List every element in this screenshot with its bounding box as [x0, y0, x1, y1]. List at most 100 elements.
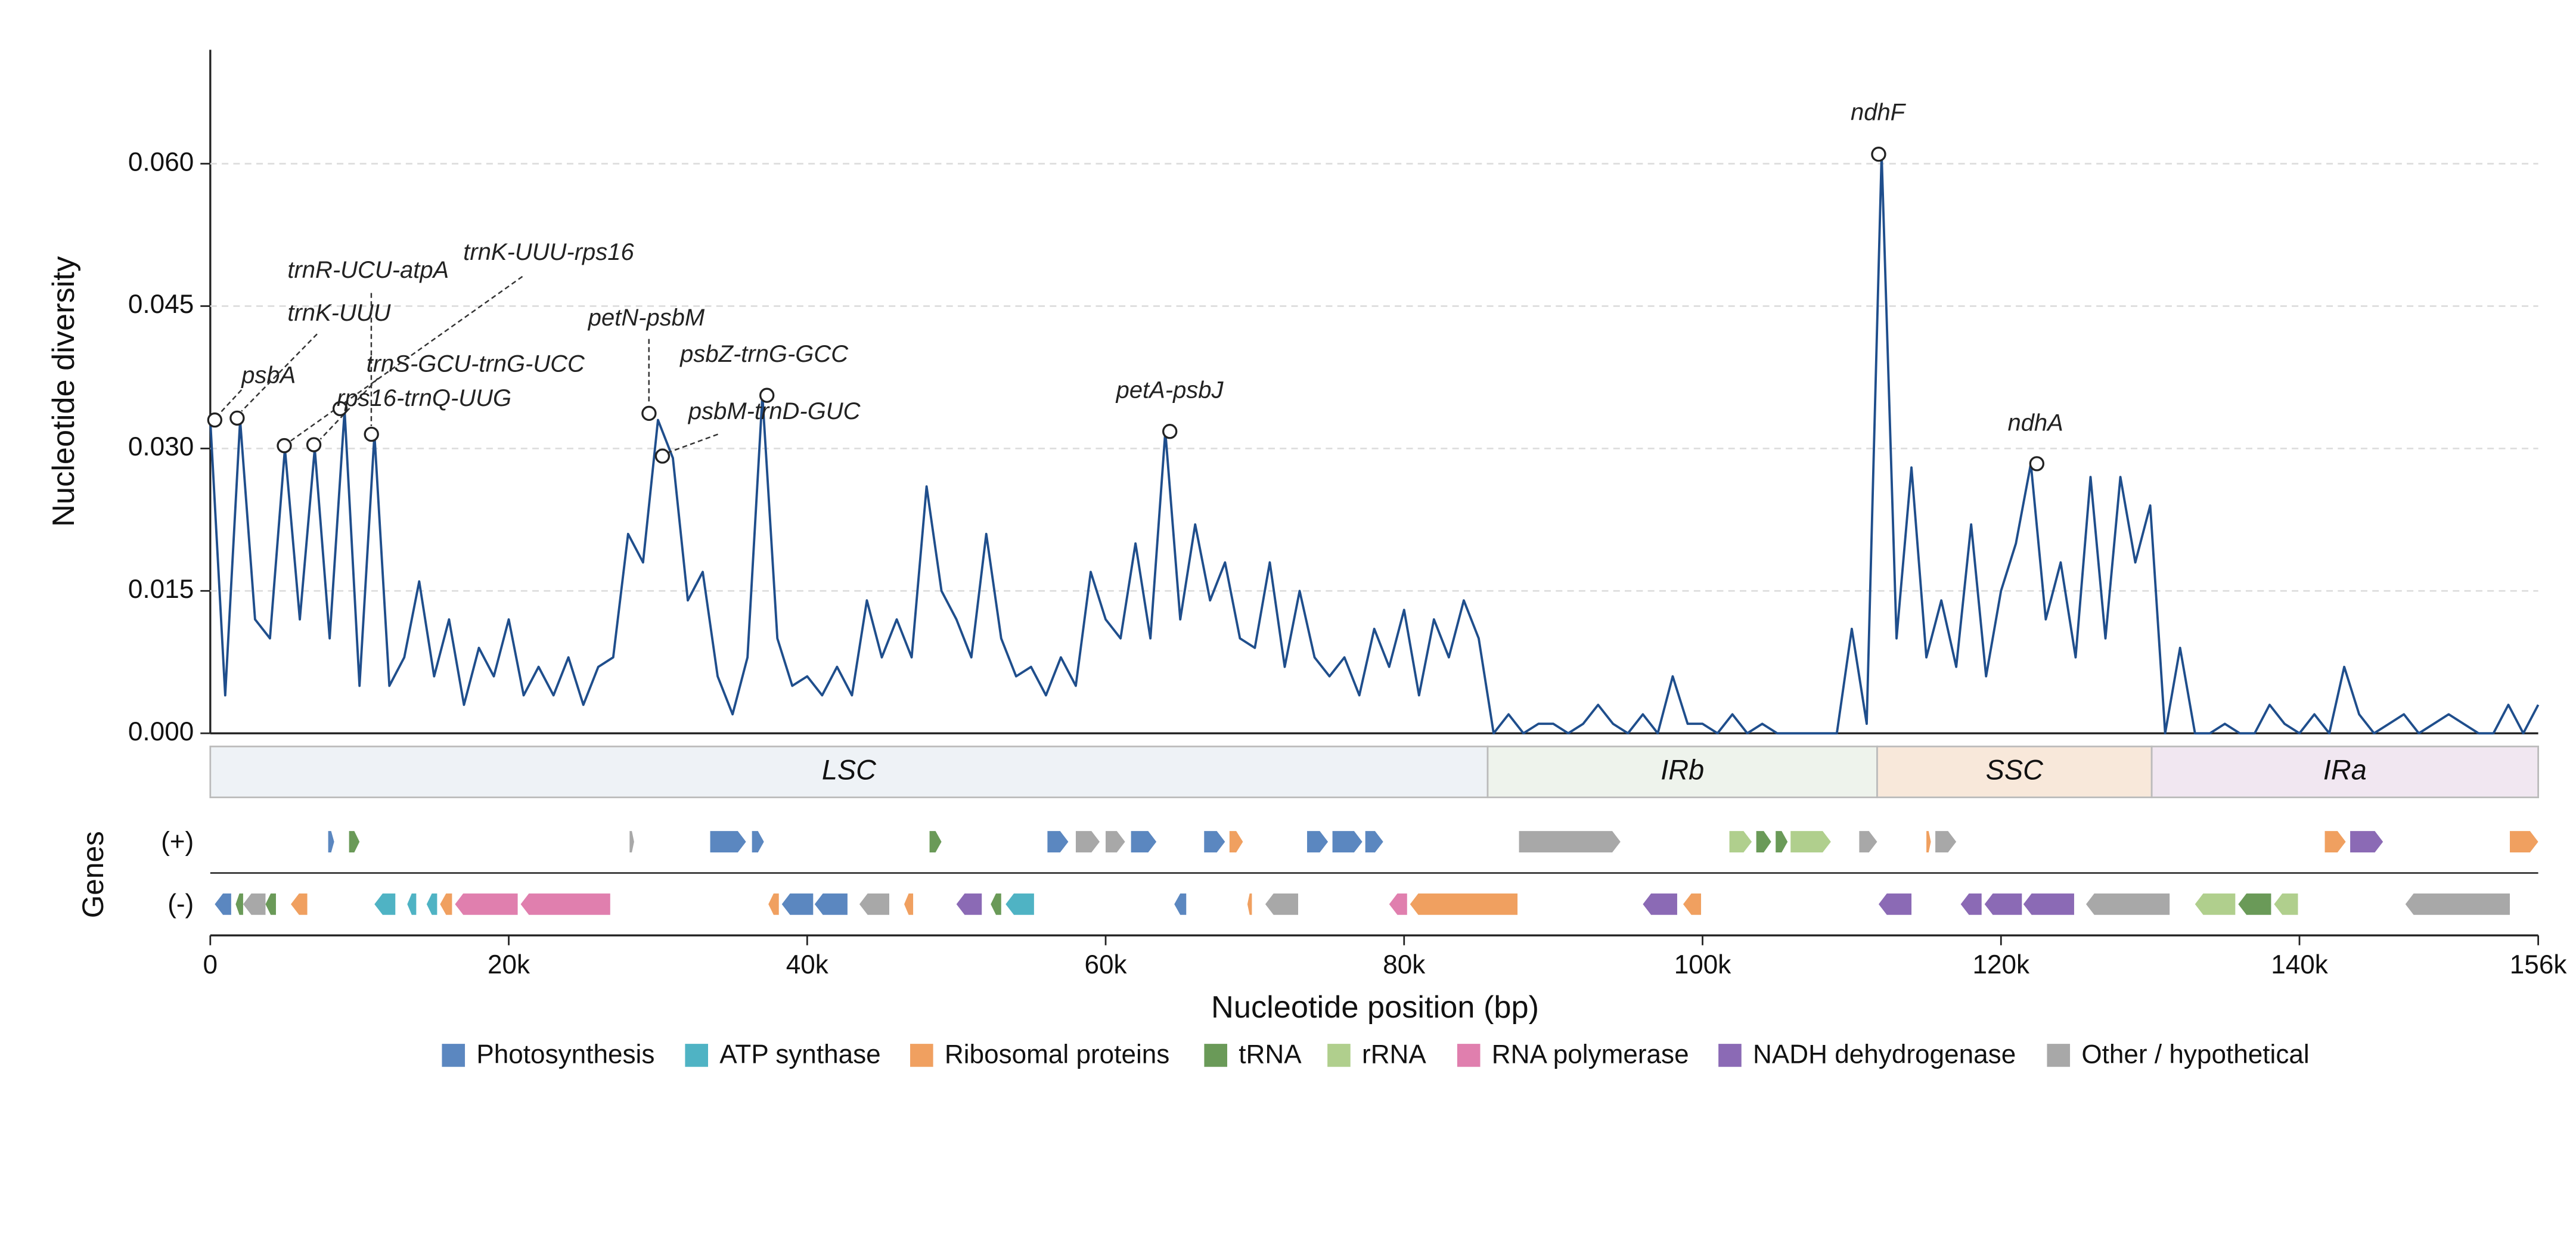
gene [1389, 893, 1407, 915]
strand-label: (-) [167, 889, 194, 919]
leader-line [241, 333, 318, 412]
gene [349, 831, 360, 853]
x-tick-label: 140k [2271, 950, 2329, 979]
annotation-label: ndhA [2007, 410, 2063, 436]
legend-swatch [910, 1044, 933, 1067]
gene [1935, 831, 1957, 853]
gene [1984, 893, 2022, 915]
region-label: LSC [822, 754, 877, 785]
gene [929, 831, 942, 853]
gene [328, 831, 334, 853]
gene [2195, 893, 2236, 915]
region-label: SSC [1986, 754, 2044, 785]
leader-line [290, 275, 523, 442]
gene [1047, 831, 1069, 853]
annotation-label: trnS-GCU-trnG-UCC [367, 351, 585, 377]
gene [1307, 831, 1329, 853]
annotation-point [332, 401, 348, 417]
region-label: IRa [2323, 754, 2367, 785]
gene [1265, 893, 1299, 915]
region [1486, 745, 1878, 799]
gene [1519, 831, 1621, 853]
gene [1776, 831, 1788, 853]
gene [2274, 893, 2298, 915]
gene [2350, 831, 2383, 853]
diversity-line [209, 153, 2540, 735]
annotation-point [759, 387, 775, 403]
gene [768, 893, 779, 915]
annotation-label: petN-psbM [588, 305, 705, 331]
y-tick-label: 0.030 [128, 432, 194, 461]
annotation-label: psbZ-trnG-GCC [679, 341, 849, 367]
gene [520, 893, 610, 915]
region [1876, 745, 2153, 799]
legend-label: RNA polymerase [1492, 1040, 1689, 1069]
annotation-point [207, 412, 223, 428]
annotation-point [1871, 147, 1886, 162]
y-tick-label: 0.015 [128, 575, 194, 604]
annotation-label: rps16-trnQ-UUG [337, 385, 511, 411]
gene [440, 893, 452, 915]
gene-track-label: Genes [76, 831, 110, 918]
y-tick-label: 0.060 [128, 147, 194, 176]
annotation-point [654, 448, 671, 464]
gene [1790, 831, 1831, 853]
gene [1683, 893, 1702, 915]
legend-label: Ribosomal proteins [945, 1040, 1169, 1069]
gene [243, 893, 266, 915]
gene [2510, 831, 2538, 853]
gene [1410, 893, 1518, 915]
gene [2085, 893, 2170, 915]
gene [1229, 831, 1243, 853]
gene [781, 893, 814, 915]
x-axis-label: Nucleotide position (bp) [1211, 990, 1539, 1025]
x-tick-label: 156k [2510, 950, 2568, 979]
x-tick-label: 20k [488, 950, 530, 979]
strand-label: (+) [161, 827, 194, 856]
leader-line [219, 389, 243, 414]
x-tick-label: 60k [1084, 950, 1127, 979]
legend-swatch [685, 1044, 708, 1067]
gene [1174, 893, 1187, 915]
legend-label: ATP synthase [719, 1040, 880, 1069]
x-tick-label: 100k [1674, 950, 1732, 979]
annotation-point [2029, 456, 2045, 472]
annotation-point [306, 437, 322, 452]
legend-swatch [1327, 1044, 1351, 1067]
gene [2023, 893, 2074, 915]
region [209, 745, 1489, 799]
x-tick-label: 80k [1383, 950, 1426, 979]
gene [265, 893, 276, 915]
annotation-label: trnR-UCU-atpA [287, 257, 449, 283]
annotation-point [1162, 424, 1178, 439]
gene [1643, 893, 1677, 915]
x-tick-label: 0 [203, 950, 218, 979]
annotation-label: trnK-UUU [287, 300, 391, 326]
annotation-label: ndhF [1851, 100, 1907, 126]
gene [1247, 893, 1252, 915]
annotation-point [364, 426, 379, 442]
gene [1729, 831, 1752, 853]
y-axis-label: Nucleotide diversity [46, 256, 81, 527]
gene [235, 893, 243, 915]
y-tick-label: 0.045 [128, 290, 194, 319]
legend-swatch [442, 1044, 465, 1067]
legend-label: rRNA [1362, 1040, 1426, 1069]
gene [1859, 831, 1877, 853]
legend-swatch [1718, 1044, 1742, 1067]
region-label: IRb [1661, 754, 1704, 785]
annotation-label: psbM-trnD-GUC [688, 398, 861, 424]
gene [904, 893, 914, 915]
annotation-point [229, 410, 245, 426]
gene [2405, 893, 2510, 915]
legend-label: tRNA [1239, 1040, 1302, 1069]
leader-line [319, 377, 378, 440]
legend-label: Other / hypothetical [2081, 1040, 2309, 1069]
leader-line [668, 433, 718, 453]
gene [1106, 831, 1125, 853]
gene [1005, 893, 1034, 915]
gene [814, 893, 848, 915]
x-tick-label: 120k [1972, 950, 2030, 979]
legend-label: NADH dehydrogenase [1753, 1040, 2016, 1069]
